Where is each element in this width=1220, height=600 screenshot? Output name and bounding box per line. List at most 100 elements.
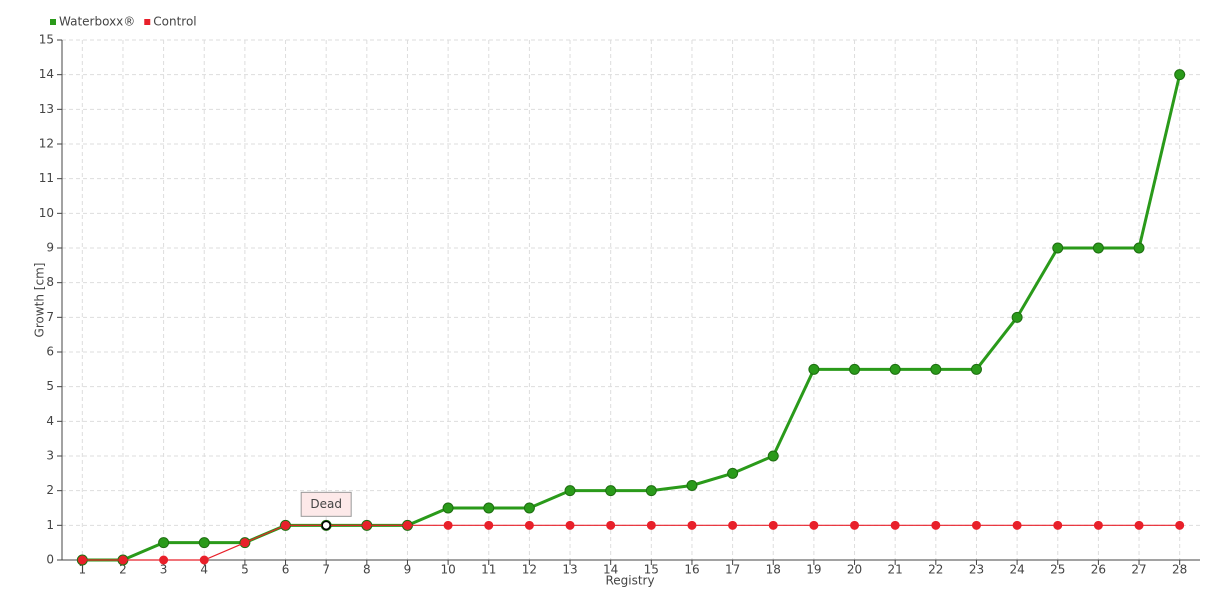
data-point (606, 520, 616, 530)
y-tick-label: 7 (46, 310, 54, 324)
x-tick-label: 3 (160, 563, 168, 577)
data-point (362, 520, 372, 530)
data-point (1174, 69, 1186, 81)
data-point (483, 502, 495, 514)
data-point (768, 520, 778, 530)
y-tick-label: 15 (39, 33, 54, 47)
x-tick-label: 10 (440, 563, 455, 577)
data-point (1052, 242, 1064, 254)
y-tick-label: 9 (46, 241, 54, 255)
y-tick-label: 8 (46, 275, 54, 289)
data-point (1093, 520, 1103, 530)
data-point (159, 555, 169, 565)
data-point (646, 520, 656, 530)
data-point (727, 467, 739, 479)
annotation-box (300, 491, 352, 517)
data-point (808, 363, 820, 375)
x-tick-label: 21 (888, 563, 903, 577)
y-tick-label: 13 (39, 102, 54, 116)
data-point (728, 520, 738, 530)
data-point (1053, 520, 1063, 530)
x-tick-label: 17 (725, 563, 740, 577)
data-point (240, 538, 250, 548)
x-tick-label: 6 (282, 563, 290, 577)
legend-label: Waterboxx® (59, 15, 135, 29)
data-point (605, 485, 617, 497)
y-tick-label: 1 (46, 518, 54, 532)
data-point (1133, 242, 1145, 254)
y-axis-label: Growth [cm] (33, 263, 47, 338)
x-tick-label: 1 (79, 563, 87, 577)
x-tick-label: 20 (847, 563, 862, 577)
x-tick-label: 28 (1172, 563, 1187, 577)
data-point (889, 363, 901, 375)
data-point (849, 363, 861, 375)
data-point (564, 485, 576, 497)
data-point (971, 520, 981, 530)
data-point (1012, 520, 1022, 530)
data-point (809, 520, 819, 530)
y-tick-label: 2 (46, 483, 54, 497)
data-point (1011, 311, 1023, 323)
x-tick-label: 9 (404, 563, 412, 577)
y-tick-label: 0 (46, 553, 54, 567)
x-tick-label: 16 (684, 563, 699, 577)
x-tick-label: 2 (119, 563, 127, 577)
data-point (687, 520, 697, 530)
x-tick-label: 25 (1050, 563, 1065, 577)
data-point (443, 520, 453, 530)
x-tick-label: 19 (806, 563, 821, 577)
data-point (402, 520, 412, 530)
annotation-label: Dead (310, 497, 342, 511)
x-tick-label: 26 (1091, 563, 1106, 577)
data-point (321, 520, 331, 531)
x-tick-label: 23 (969, 563, 984, 577)
x-axis-label: Registry (605, 574, 654, 588)
y-tick-label: 10 (39, 206, 54, 220)
data-point (850, 520, 860, 530)
x-tick-label: 15 (644, 563, 659, 577)
x-tick-label: 5 (241, 563, 249, 577)
x-tick-label: 8 (363, 563, 371, 577)
data-point (118, 555, 128, 565)
data-point (931, 520, 941, 530)
x-tick-label: 4 (200, 563, 208, 577)
data-point (1134, 520, 1144, 530)
x-tick-label: 11 (481, 563, 496, 577)
data-point (890, 520, 900, 530)
x-tick-label: 22 (928, 563, 943, 577)
data-point (158, 537, 170, 549)
data-point (77, 555, 87, 565)
data-point (686, 479, 698, 491)
y-tick-label: 3 (46, 449, 54, 463)
y-tick-label: 4 (46, 414, 54, 428)
data-point (970, 363, 982, 375)
data-point (1175, 520, 1185, 530)
data-point (442, 502, 454, 514)
y-tick-label: 6 (46, 345, 54, 359)
y-tick-label: 5 (46, 379, 54, 393)
x-tick-label: 18 (766, 563, 781, 577)
data-point (565, 520, 575, 530)
data-point (198, 537, 210, 549)
x-tick-label: 13 (562, 563, 577, 577)
y-tick-label: 12 (39, 137, 54, 151)
data-point (199, 555, 209, 565)
data-point (281, 520, 291, 530)
x-tick-label: 27 (1131, 563, 1146, 577)
data-point (767, 450, 779, 462)
data-point (645, 485, 657, 497)
data-point (930, 363, 942, 375)
legend-label: Control (153, 15, 196, 29)
y-tick-label: 11 (39, 171, 54, 185)
y-tick-label: 14 (39, 67, 54, 81)
series-line (82, 524, 1180, 561)
data-point (524, 520, 534, 530)
x-tick-label: 14 (603, 563, 618, 577)
legend-swatch (144, 19, 151, 25)
data-point (1092, 242, 1104, 254)
data-point (484, 520, 494, 530)
x-tick-label: 7 (322, 563, 330, 577)
data-point (523, 502, 535, 514)
